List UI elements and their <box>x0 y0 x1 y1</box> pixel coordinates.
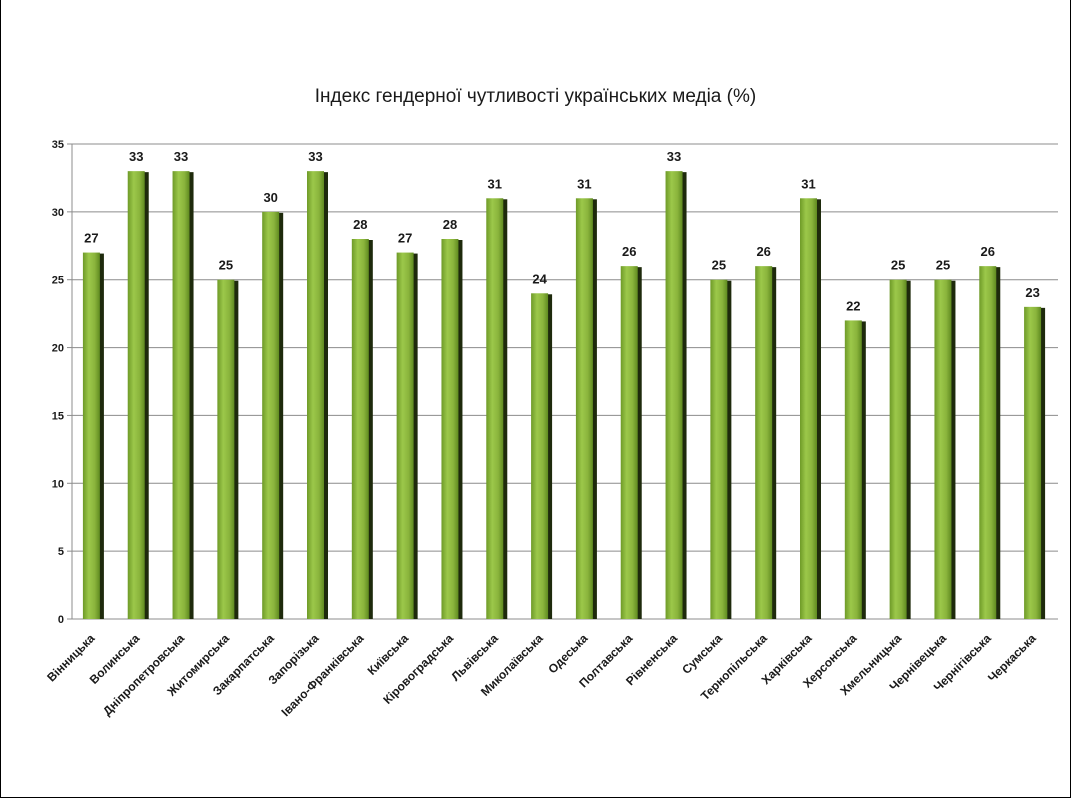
data-label: 27 <box>84 231 98 246</box>
bar <box>710 279 728 619</box>
data-label: 22 <box>846 298 860 313</box>
y-tick-label: 35 <box>52 139 64 151</box>
chart-title: Індекс гендерної чутливості українських … <box>314 86 757 107</box>
bar <box>1024 306 1042 619</box>
bar <box>979 266 997 619</box>
category-label: Одеська <box>545 631 590 676</box>
data-label: 25 <box>891 258 905 273</box>
bar <box>441 239 459 619</box>
data-label: 25 <box>712 258 726 273</box>
category-label: Івано-Франківська <box>278 631 366 719</box>
data-label: 26 <box>981 244 995 259</box>
bar <box>800 198 817 620</box>
bar <box>396 252 414 620</box>
bar <box>172 171 190 619</box>
category-label: Сумська <box>679 631 725 677</box>
bar <box>351 239 369 619</box>
bar <box>531 293 549 619</box>
data-label: 31 <box>577 176 591 191</box>
data-label: 26 <box>622 244 636 259</box>
data-label: 31 <box>801 176 815 191</box>
category-label: Київська <box>365 631 412 678</box>
data-label: 24 <box>532 271 547 286</box>
y-tick-label: 20 <box>52 343 64 355</box>
bar <box>486 198 504 620</box>
category-labels: ВінницькаВолинськаДніпропетровськаЖитоми… <box>44 631 1039 719</box>
data-label: 33 <box>174 149 188 164</box>
bar <box>127 171 145 619</box>
data-label: 28 <box>443 217 457 232</box>
bar <box>217 279 235 619</box>
y-tick-label: 15 <box>52 410 64 422</box>
bars <box>82 171 1046 620</box>
data-label: 28 <box>353 217 367 232</box>
bar <box>934 279 952 619</box>
data-label: 26 <box>756 244 770 259</box>
bar <box>575 198 593 620</box>
bar <box>665 171 683 619</box>
bar <box>889 279 907 619</box>
y-tick-label: 5 <box>58 546 64 558</box>
bar <box>307 171 324 619</box>
category-label: Дніпропетровська <box>100 631 187 718</box>
bar <box>620 266 638 619</box>
data-label: 23 <box>1025 285 1039 300</box>
data-label: 33 <box>667 149 681 164</box>
data-label: 31 <box>488 176 502 191</box>
bar <box>755 266 773 619</box>
data-label: 27 <box>398 231 412 246</box>
category-label: Черкаська <box>985 631 1039 685</box>
data-label: 25 <box>936 258 950 273</box>
data-labels: 27 33 33 25 30 33 28 27 28 31 24 31 26 33 25 26 31 22 25 25… <box>84 149 1040 313</box>
y-tick-label: 10 <box>52 478 64 490</box>
bar <box>262 211 280 619</box>
y-tick-label: 25 <box>52 275 64 287</box>
data-label: 30 <box>263 190 277 205</box>
y-tick-label: 30 <box>52 207 64 219</box>
data-label: 33 <box>308 149 322 164</box>
data-label: 33 <box>129 149 143 164</box>
y-tick-label: 0 <box>58 614 64 626</box>
data-label: 25 <box>219 258 233 273</box>
bar <box>82 252 100 620</box>
bar <box>844 320 862 619</box>
